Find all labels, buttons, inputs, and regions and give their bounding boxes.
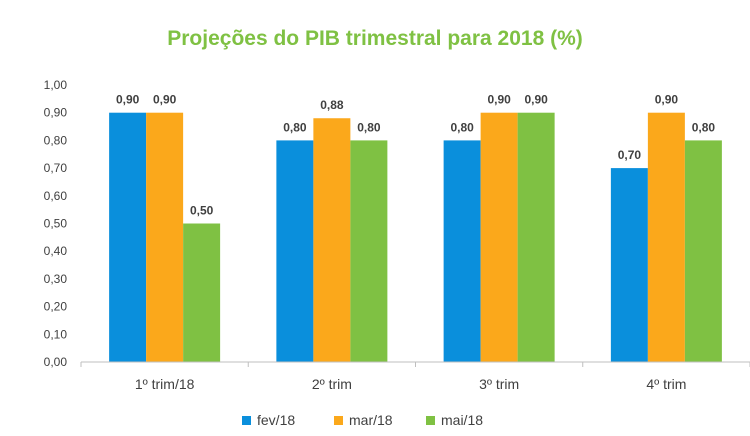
category-label: 1º trim/18 <box>135 376 195 392</box>
category-label: 2º trim <box>312 376 352 392</box>
bar <box>109 112 147 362</box>
y-tick-label: 0,10 <box>44 327 68 341</box>
data-label: 0,90 <box>116 93 140 107</box>
data-label: 0,90 <box>153 93 177 107</box>
legend-swatch <box>242 416 251 425</box>
data-label: 0,80 <box>692 120 716 134</box>
y-tick-label: 0,00 <box>44 355 68 369</box>
bars <box>109 112 722 363</box>
y-tick-label: 1,00 <box>44 78 68 92</box>
data-label: 0,80 <box>450 120 474 134</box>
data-label: 0,90 <box>524 93 548 107</box>
data-label: 0,50 <box>190 204 214 218</box>
bar <box>684 140 722 362</box>
y-tick-label: 0,70 <box>44 161 68 175</box>
bar <box>480 112 518 362</box>
bar <box>276 140 314 362</box>
legend-label: mar/18 <box>349 412 393 428</box>
bar <box>146 112 184 362</box>
legend: fev/18 mar/18 mai/18 <box>242 412 483 428</box>
legend-swatch <box>426 416 435 425</box>
y-tick-label: 0,20 <box>44 300 68 314</box>
legend-label: mai/18 <box>441 412 483 428</box>
y-tick-label: 0,80 <box>44 133 68 147</box>
data-label: 0,88 <box>320 98 344 112</box>
y-tick-label: 0,90 <box>44 106 68 120</box>
chart-title: Projeções do PIB trimestral para 2018 (%… <box>167 27 583 50</box>
bar <box>647 112 685 362</box>
category-label: 3º trim <box>479 376 519 392</box>
data-label: 0,90 <box>487 93 511 107</box>
data-label: 0,90 <box>655 93 679 107</box>
y-tick-label: 0,40 <box>44 244 68 258</box>
bar <box>443 140 481 362</box>
bar <box>517 112 555 362</box>
legend-label: fev/18 <box>257 412 295 428</box>
y-axis: 0,00 0,10 0,20 0,30 0,40 0,50 0,60 0,70 0,80 0,90… <box>44 78 68 369</box>
bar <box>313 118 351 363</box>
category-label: 4º trim <box>646 376 686 392</box>
legend-swatch <box>334 416 343 425</box>
bar <box>183 223 221 362</box>
y-tick-label: 0,60 <box>44 189 68 203</box>
bar <box>350 140 388 362</box>
data-label: 0,80 <box>283 120 307 134</box>
y-tick-label: 0,30 <box>44 272 68 286</box>
data-label: 0,80 <box>357 120 381 134</box>
data-label: 0,70 <box>618 148 642 162</box>
x-axis: 1º trim/18 2º trim 3º trim 4º trim <box>80 361 750 392</box>
y-tick-label: 0,50 <box>44 217 68 231</box>
data-labels: 0,90 0,90 0,50 0,80 0,88 0,80 0,80 0,90 0,90 0,70… <box>116 93 715 218</box>
bar <box>610 168 648 362</box>
